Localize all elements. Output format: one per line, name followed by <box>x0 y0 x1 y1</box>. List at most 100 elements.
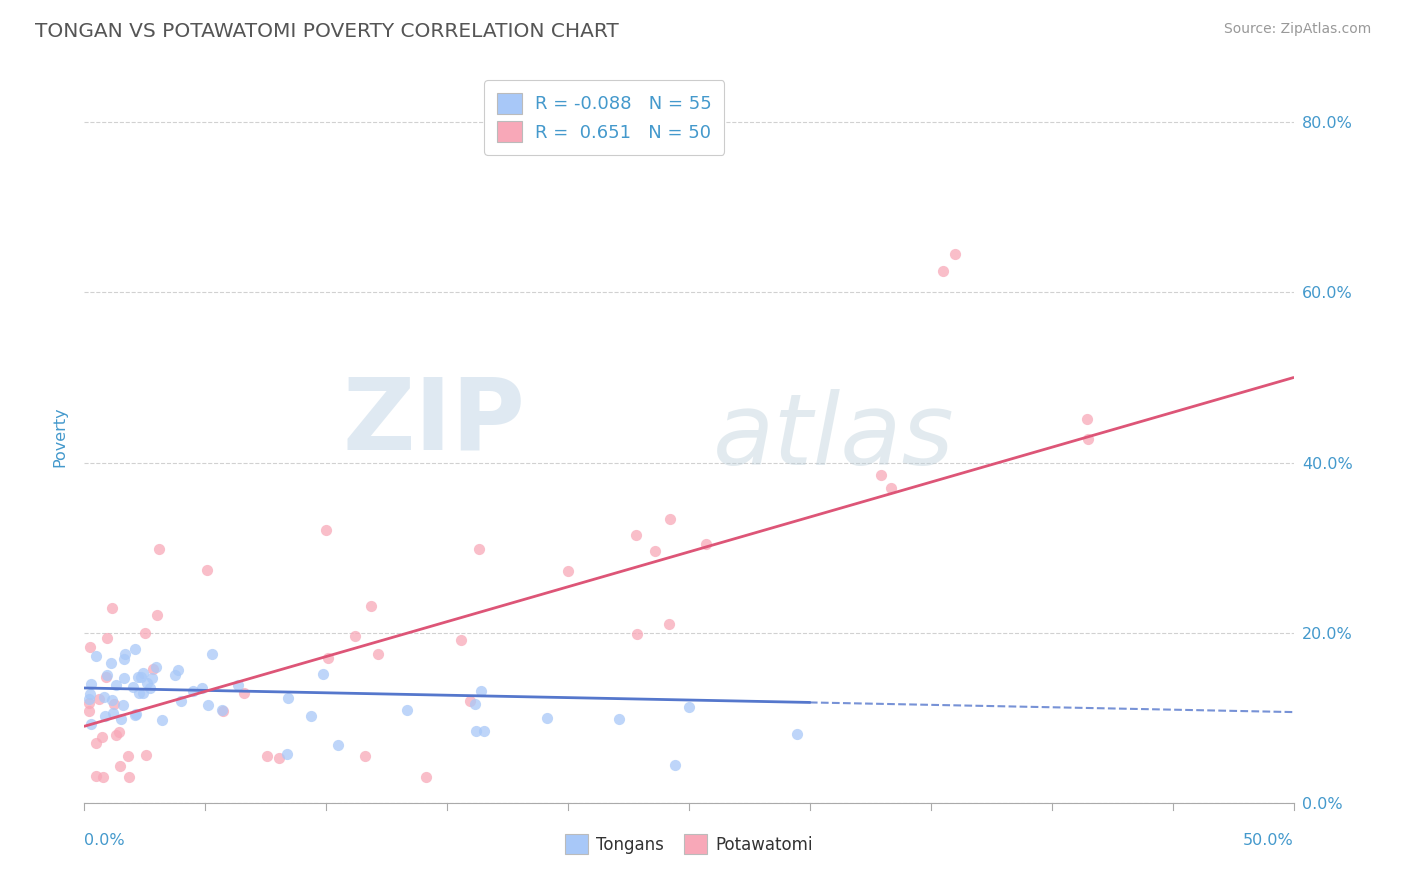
Point <box>108 759 131 773</box>
Point <box>146 607 169 622</box>
Point <box>786 726 808 740</box>
Point <box>77 692 100 706</box>
Point <box>141 671 163 685</box>
Point <box>1077 432 1099 446</box>
Legend: Tongans, Potawatomi: Tongans, Potawatomi <box>558 828 820 860</box>
Point <box>644 544 666 558</box>
Point <box>458 693 481 707</box>
Point <box>89 692 111 706</box>
Point <box>118 770 141 784</box>
Point <box>326 738 349 752</box>
Point <box>695 537 717 551</box>
Point <box>344 629 367 643</box>
Point <box>943 247 966 261</box>
Point <box>415 770 437 784</box>
Point <box>201 648 224 662</box>
Point <box>557 564 579 578</box>
Y-axis label: Poverty: Poverty <box>52 407 67 467</box>
Point <box>169 693 191 707</box>
Point <box>114 647 136 661</box>
Point <box>84 736 107 750</box>
Point <box>277 690 299 705</box>
Point <box>450 633 472 648</box>
Text: Source: ZipAtlas.com: Source: ZipAtlas.com <box>1223 22 1371 37</box>
Point <box>678 699 700 714</box>
Point <box>932 264 955 278</box>
Text: 0.0%: 0.0% <box>84 832 125 847</box>
Point <box>134 626 156 640</box>
Point <box>125 706 148 721</box>
Point <box>101 706 124 721</box>
Point <box>93 770 115 784</box>
Point <box>111 698 134 713</box>
Point <box>256 749 278 764</box>
Point <box>465 724 488 739</box>
Point <box>93 690 115 704</box>
Point <box>117 749 139 764</box>
Point <box>1076 411 1098 425</box>
Point <box>79 640 101 655</box>
Point <box>276 747 298 762</box>
Point <box>93 709 115 723</box>
Point <box>312 667 335 681</box>
Point <box>132 686 155 700</box>
Point <box>472 723 495 738</box>
Point <box>464 697 486 711</box>
Point <box>659 511 682 525</box>
Point <box>122 680 145 694</box>
Point <box>105 678 128 692</box>
Point <box>128 686 150 700</box>
Text: atlas: atlas <box>713 389 955 485</box>
Point <box>100 656 122 670</box>
Point <box>396 702 419 716</box>
Point <box>100 693 122 707</box>
Point <box>127 670 149 684</box>
Point <box>197 698 219 712</box>
Point <box>77 696 100 710</box>
Point <box>136 676 159 690</box>
Point <box>232 685 254 699</box>
Point <box>108 725 131 739</box>
Point <box>91 730 114 744</box>
Point <box>181 684 204 698</box>
Point <box>315 524 337 538</box>
Point <box>664 757 686 772</box>
Point <box>124 707 146 722</box>
Point <box>79 687 101 701</box>
Point <box>96 631 118 645</box>
Point <box>84 769 107 783</box>
Point <box>103 697 125 711</box>
Point <box>77 704 100 718</box>
Point <box>131 670 153 684</box>
Point <box>536 711 558 725</box>
Point <box>470 683 492 698</box>
Point <box>299 709 322 723</box>
Point <box>869 467 891 482</box>
Point <box>142 662 165 676</box>
Point <box>124 642 146 657</box>
Point <box>880 481 903 495</box>
Point <box>195 563 218 577</box>
Point <box>135 748 157 763</box>
Point <box>354 749 377 764</box>
Point <box>96 667 118 681</box>
Point <box>167 663 190 677</box>
Point <box>360 599 382 613</box>
Point <box>101 601 124 615</box>
Point <box>94 669 117 683</box>
Point <box>145 660 167 674</box>
Point <box>211 704 233 718</box>
Point <box>211 703 233 717</box>
Text: ZIP: ZIP <box>343 374 526 471</box>
Point <box>132 666 155 681</box>
Point <box>80 716 103 731</box>
Point <box>316 651 339 665</box>
Point <box>468 542 491 557</box>
Point <box>104 728 127 742</box>
Text: 50.0%: 50.0% <box>1243 832 1294 847</box>
Point <box>139 681 162 695</box>
Point <box>367 647 389 661</box>
Point <box>624 528 647 542</box>
Point <box>163 668 186 682</box>
Point <box>148 541 170 556</box>
